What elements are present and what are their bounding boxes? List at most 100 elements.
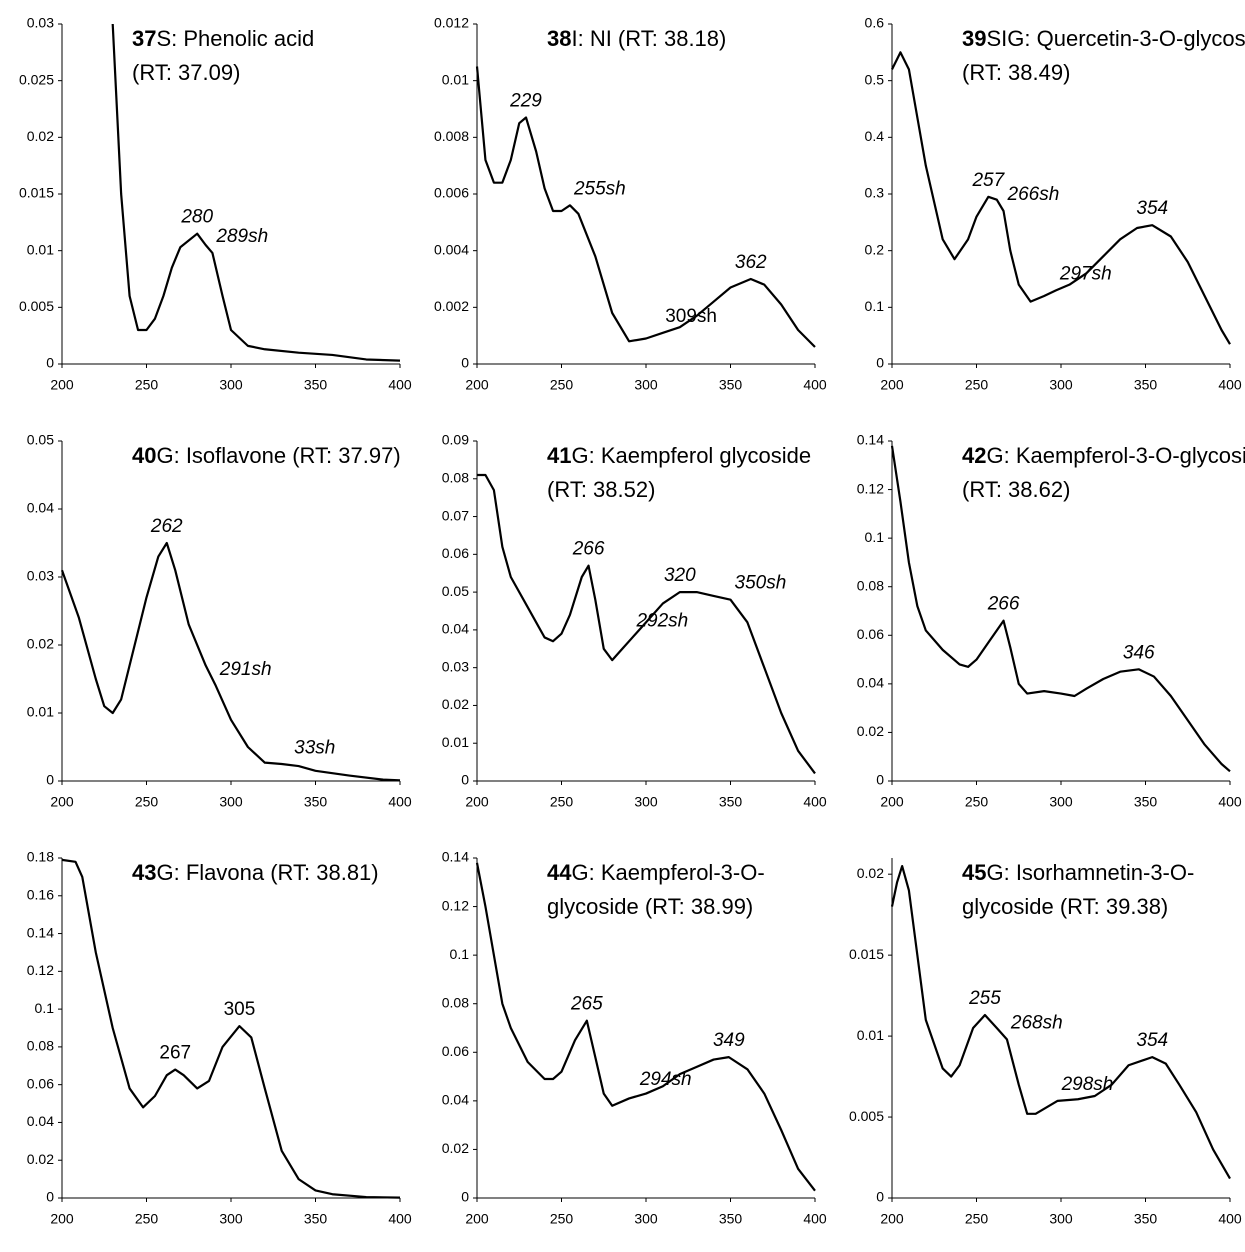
y-tick-label: 0.04 <box>857 675 884 691</box>
spectrum-line <box>890 445 1231 773</box>
y-tick-label: 0.012 <box>434 15 469 31</box>
y-tick-label: 0.025 <box>19 71 54 87</box>
chart-title-line: (RT: 37.09) <box>132 60 240 85</box>
x-tick-label: 200 <box>880 377 904 393</box>
chart-title: 41G: Kaempferol glycoside <box>547 443 811 468</box>
y-tick-label: 0.12 <box>27 962 54 978</box>
x-tick-label: 200 <box>880 794 904 810</box>
y-tick-label: 0.18 <box>27 849 54 865</box>
y-tick-label: 0.05 <box>27 432 54 448</box>
y-tick-label: 0.12 <box>857 480 884 496</box>
chart-title: 42G: Kaempferol-3-O-glycoside <box>962 443 1245 468</box>
chart-title-line: glycoside (RT: 38.99) <box>547 894 753 919</box>
peak-label: 305 <box>224 999 256 1020</box>
y-tick-label: 0.06 <box>442 545 469 561</box>
spectrum-line <box>477 473 816 775</box>
peak-label: 255sh <box>573 178 626 199</box>
y-tick-label: 0.006 <box>434 185 469 201</box>
chart-title-line: G: Isoflavone (RT: 37.97) <box>156 443 400 468</box>
y-tick-label: 0.004 <box>434 241 469 257</box>
x-tick-label: 200 <box>50 377 74 393</box>
chart-title-line: G: Kaempferol-3-O- <box>571 860 764 885</box>
chart-title-line: (RT: 38.62) <box>962 477 1070 502</box>
peak-label: 354 <box>1136 198 1168 219</box>
chart-title: 44G: Kaempferol-3-O- <box>547 860 765 885</box>
chart-title-line: (RT: 38.52) <box>547 477 655 502</box>
y-tick-label: 0.01 <box>442 734 469 750</box>
x-tick-label: 350 <box>1134 1211 1158 1227</box>
x-tick-label: 400 <box>803 1211 827 1227</box>
chart-number: 44 <box>547 860 572 885</box>
peak-label: 280 <box>180 207 213 228</box>
x-tick-label: 250 <box>135 1211 159 1227</box>
y-tick-label: 0.02 <box>27 1151 54 1167</box>
y-tick-label: 0.005 <box>849 1108 884 1124</box>
chart-title-line: I: NI (RT: 38.18) <box>571 26 726 51</box>
x-tick-label: 200 <box>50 794 74 810</box>
chart-title-line: glycoside (RT: 39.38) <box>962 894 1168 919</box>
peak-label: 262 <box>150 516 183 537</box>
peak-label: 292sh <box>635 610 688 631</box>
y-tick-label: 0 <box>461 1189 469 1205</box>
y-tick-label: 0.2 <box>865 241 885 257</box>
y-tick-label: 0.12 <box>442 897 469 913</box>
peak-label: 266 <box>987 594 1020 615</box>
chart-number: 41 <box>547 443 571 468</box>
x-tick-label: 400 <box>1218 794 1242 810</box>
x-tick-label: 300 <box>1049 377 1073 393</box>
y-tick-label: 0.5 <box>865 71 885 87</box>
y-tick-label: 0.02 <box>27 636 54 652</box>
x-tick-label: 300 <box>1049 794 1073 810</box>
y-tick-label: 0.08 <box>442 469 469 485</box>
y-tick-label: 0.3 <box>865 185 885 201</box>
peak-label: 362 <box>735 252 767 273</box>
x-tick-label: 400 <box>1218 377 1242 393</box>
y-tick-label: 0 <box>46 772 54 788</box>
y-tick-label: 0.14 <box>27 924 54 940</box>
x-tick-label: 300 <box>634 1211 658 1227</box>
peak-label: 350sh <box>735 573 787 594</box>
y-tick-label: 0.03 <box>442 658 469 674</box>
x-tick-label: 300 <box>219 794 243 810</box>
peak-label: 265 <box>570 994 603 1015</box>
peak-label: 257 <box>971 170 1005 191</box>
peak-label: 266sh <box>1007 184 1060 205</box>
peak-label: 268sh <box>1010 1012 1063 1033</box>
y-tick-label: 0.01 <box>857 1027 884 1043</box>
y-tick-label: 0.03 <box>27 568 54 584</box>
y-tick-label: 0 <box>876 1189 884 1205</box>
y-tick-label: 0.06 <box>857 626 884 642</box>
y-tick-label: 0 <box>461 772 469 788</box>
spectrum-line <box>61 858 401 1199</box>
y-tick-label: 0 <box>46 1189 54 1205</box>
spectrum-line <box>60 541 401 782</box>
peak-label: 354 <box>1136 1030 1168 1051</box>
x-tick-label: 200 <box>880 1211 904 1227</box>
chart-number: 37 <box>132 26 156 51</box>
peak-label: 267 <box>159 1043 191 1064</box>
x-tick-label: 350 <box>719 794 743 810</box>
y-tick-label: 0.01 <box>27 241 54 257</box>
y-tick-label: 0.6 <box>865 15 885 31</box>
peak-label: 255 <box>968 988 1001 1009</box>
chart-number: 39 <box>962 26 986 51</box>
spectrum-line <box>891 51 1231 345</box>
peak-label: 346 <box>1123 642 1155 663</box>
chart-title-line: (RT: 38.49) <box>962 60 1070 85</box>
y-tick-label: 0.03 <box>27 15 54 31</box>
y-tick-label: 0.16 <box>27 886 54 902</box>
peak-label: 289sh <box>215 226 268 247</box>
chart-title-line: S: Phenolic acid <box>156 26 314 51</box>
x-tick-label: 200 <box>465 377 489 393</box>
y-tick-label: 0.005 <box>19 298 54 314</box>
y-tick-label: 0.1 <box>35 1000 55 1016</box>
chart-title: 43G: Flavona (RT: 38.81) <box>132 860 379 885</box>
x-tick-label: 400 <box>1218 1211 1242 1227</box>
y-tick-label: 0.008 <box>434 128 469 144</box>
x-tick-label: 200 <box>465 1211 489 1227</box>
y-tick-label: 0.015 <box>19 185 54 201</box>
x-tick-label: 250 <box>135 794 159 810</box>
x-tick-label: 300 <box>219 377 243 393</box>
y-tick-label: 0.015 <box>849 946 884 962</box>
y-tick-label: 0.07 <box>442 507 469 523</box>
